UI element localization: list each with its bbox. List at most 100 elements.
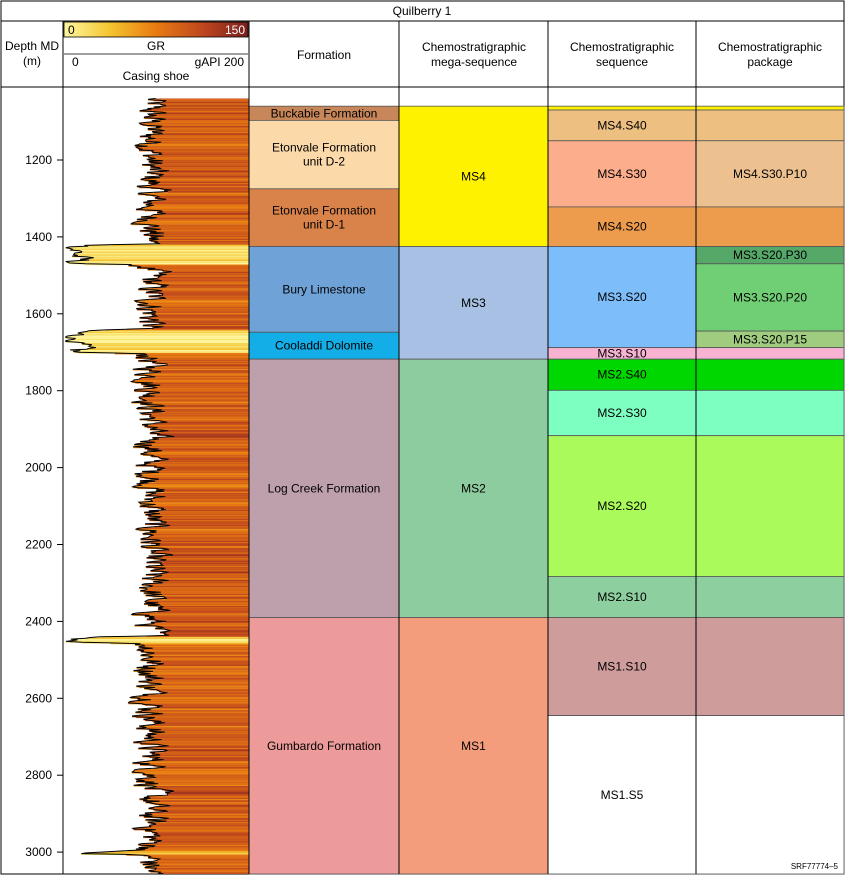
gr-fill-464	[153, 455, 249, 457]
gr-fill-148	[157, 212, 249, 214]
gr-fill-719	[140, 651, 249, 653]
gr-fill-155	[156, 217, 249, 220]
depth-tick-label-2800: 2800	[25, 768, 52, 782]
gr-fill-676	[154, 618, 249, 620]
gr-fill-386	[142, 395, 249, 397]
gr-fill-763	[146, 685, 249, 687]
gr-fill-190	[112, 244, 249, 246]
gr-fill-49	[139, 136, 249, 138]
gr-fill-102	[144, 176, 249, 179]
gr-fill-539	[152, 512, 249, 515]
gr-fill-328	[80, 350, 249, 353]
gr-fill-615	[161, 571, 249, 573]
gr-fill-806	[152, 718, 249, 720]
gr-fill-911	[139, 799, 249, 801]
gr-fill-264	[135, 301, 249, 303]
gr-fill-194	[65, 247, 249, 250]
gr-fill-488	[134, 473, 249, 476]
gr-fill-822	[149, 730, 249, 732]
gr-fill-379	[134, 389, 249, 392]
gr-fill-314	[69, 339, 249, 342]
gr-fill-156	[149, 218, 249, 220]
gr-fill-666	[170, 610, 249, 613]
gr-fill-222	[147, 269, 249, 271]
gr-fill-943	[155, 823, 249, 826]
gr-fill-44	[152, 132, 249, 134]
gr-fill-872	[139, 769, 249, 771]
formation-label-1-line1: unit D-2	[303, 155, 345, 169]
mega-header-line1: Chemostratigraphic	[422, 40, 526, 54]
gr-fill-617	[166, 572, 249, 575]
gr-fill-199	[81, 251, 249, 253]
gr-fill-501	[136, 483, 249, 486]
gr-fill-468	[160, 458, 249, 460]
gr-fill-999	[146, 866, 249, 869]
gr-fill-340	[149, 359, 249, 362]
gr-fill-231	[160, 276, 249, 278]
gr-fill-915	[145, 802, 249, 804]
gr-fill-160	[137, 221, 249, 223]
gr-fill-852	[151, 753, 249, 756]
gr-fill-223	[162, 269, 249, 272]
gr-fill-336	[139, 356, 249, 359]
gr-fill-667	[157, 611, 249, 613]
gr-fill-123	[138, 193, 249, 195]
formation-block-5	[248, 358, 400, 618]
gr-fill-76	[148, 156, 249, 159]
gr-fill-614	[150, 570, 249, 573]
gr-fill-812	[165, 722, 249, 725]
gr-fill-352	[132, 369, 249, 371]
gr-fill-994	[157, 862, 249, 865]
gr-fill-309	[66, 336, 249, 338]
gr-fill-270	[148, 306, 249, 308]
gr-fill-690	[164, 629, 249, 631]
gr-fill-792	[159, 707, 249, 709]
gr-fill-331	[114, 353, 249, 355]
package-block-11	[695, 576, 845, 618]
gr-fill-415	[154, 417, 249, 419]
gr-fill-60	[138, 144, 249, 146]
gr-fill-380	[134, 390, 249, 393]
gr-fill-489	[139, 474, 249, 476]
gr-fill-42	[164, 130, 249, 133]
gr-fill-663	[162, 608, 249, 610]
gr-fill-1000	[145, 867, 249, 869]
formation-label-5: Log Creek Formation	[268, 481, 381, 495]
depth-tick-label-1800: 1800	[25, 384, 52, 398]
gr-fill-702	[85, 638, 249, 640]
gr-fill-94	[168, 170, 249, 173]
gr-fill-591	[151, 552, 249, 555]
gr-fill-174	[149, 232, 249, 234]
gr-fill-577	[140, 542, 249, 544]
gr-fill-850	[149, 752, 249, 754]
gr-fill-735	[163, 663, 249, 666]
gr-fill-693	[167, 631, 249, 633]
gr-fill-416	[153, 418, 249, 420]
gr-fill-876	[131, 772, 249, 774]
gr-fill-920	[170, 805, 249, 808]
gr-fill-492	[140, 476, 249, 479]
gr-fill-84	[162, 163, 249, 165]
gr-fill-912	[147, 799, 249, 802]
gr-fill-622	[154, 576, 249, 579]
gr-fill-631	[144, 583, 249, 586]
gr-fill-523	[151, 500, 249, 503]
gr-fill-565	[146, 532, 249, 535]
gr-fill-695	[166, 632, 249, 635]
gr-fill-206	[86, 256, 249, 259]
gr-fill-847	[164, 749, 249, 752]
gr-fill-648	[164, 596, 249, 599]
gr-fill-682	[154, 622, 249, 625]
gr-fill-938	[145, 819, 249, 822]
gr-fill-433	[159, 431, 249, 433]
formation-header: Formation	[297, 48, 351, 62]
gr-fill-602	[153, 561, 249, 563]
gr-fill-560	[136, 529, 249, 531]
gr-fill-879	[143, 774, 249, 776]
gr-fill-592	[165, 553, 249, 556]
gr-fill-374	[143, 386, 249, 388]
gr-fill-21	[148, 114, 249, 116]
gr-fill-605	[160, 563, 249, 566]
gr-fill-624	[142, 578, 249, 580]
gr-fill-261	[150, 299, 249, 301]
